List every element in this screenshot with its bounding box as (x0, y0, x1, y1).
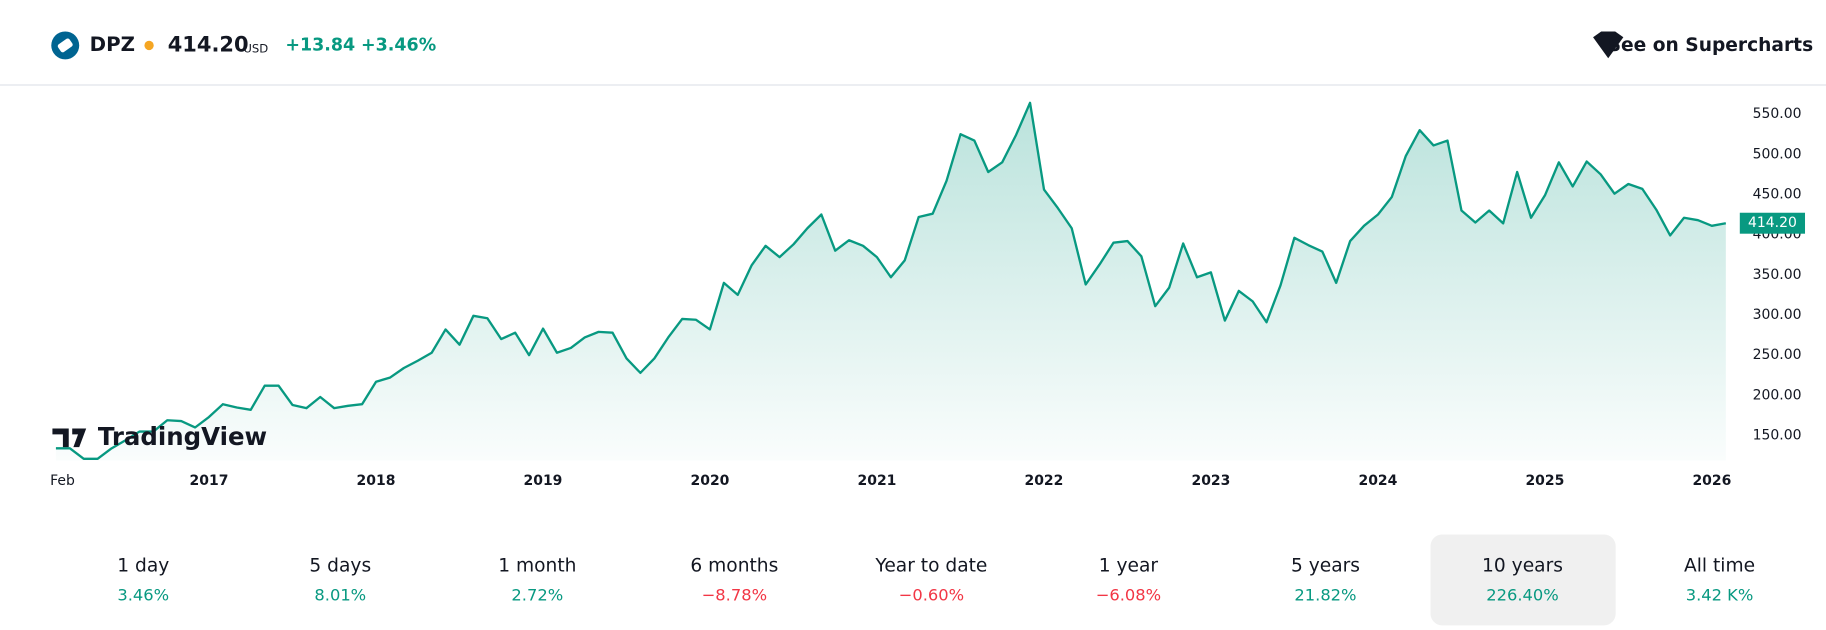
period-label[interactable]: 5 years (1291, 555, 1360, 576)
period-value[interactable]: 3.46% (117, 586, 169, 605)
button-label[interactable]: See on Supercharts (1608, 35, 1814, 56)
period-value[interactable]: −0.60% (899, 586, 964, 605)
period-value[interactable]: 21.82% (1294, 586, 1356, 605)
period-value[interactable]: −8.78% (702, 586, 767, 605)
period-tab[interactable]: 6 months −8.78% (690, 555, 778, 604)
period-tab[interactable]: 1 day 3.46% (117, 555, 169, 604)
watermark-logo (52, 428, 87, 448)
price: 414.20 (168, 32, 249, 56)
x-tick-label: Feb (50, 473, 75, 489)
last-price-label: 414.20 (1748, 215, 1797, 231)
x-tick-label: 2019 (524, 473, 563, 489)
currency: USD (243, 41, 268, 55)
periods: 1 day 3.46% 5 days 8.01% 1 month 2.72% 6 month… (117, 534, 1755, 626)
last-price-tag (1739, 212, 1806, 234)
period-tab[interactable]: 1 month 2.72% (498, 555, 576, 604)
period-value[interactable]: 8.01% (314, 586, 366, 605)
period-label[interactable]: 10 years (1482, 555, 1563, 576)
y-tick-label: 250.00 (1753, 347, 1802, 363)
period-label[interactable]: All time (1684, 555, 1755, 576)
period-tab[interactable]: Year to date −0.60% (874, 555, 987, 604)
y-tick-label: 500.00 (1753, 146, 1802, 162)
symbol: DPZ (90, 33, 135, 56)
area (55, 102, 1726, 461)
header: DPZ 414.20 USD +13.84 +3.46% See on Supe… (0, 31, 1826, 86)
period-label[interactable]: 1 day (117, 555, 169, 576)
period-label[interactable]: Year to date (874, 555, 987, 576)
period-tab[interactable]: 5 days 8.01% (309, 555, 371, 604)
watermark: TradingView (52, 422, 267, 451)
x-tick-label: 2021 (858, 473, 897, 489)
price-line (55, 101, 1727, 460)
plot: 150.00200.00250.00300.00350.00400.00450.… (50, 101, 1806, 489)
period-tab[interactable]: 5 years 21.82% (1291, 555, 1360, 604)
y-tick-label: 200.00 (1753, 387, 1802, 403)
x-tick-label: 2020 (691, 473, 730, 489)
period-tab[interactable]: All time 3.42 K% (1684, 555, 1755, 604)
x-tick-label: 2023 (1191, 473, 1230, 489)
button-icon (1593, 31, 1624, 59)
change-pct: +3.46% (361, 35, 436, 55)
y-tick-label: 350.00 (1753, 267, 1802, 283)
y-tick-label: 550.00 (1753, 106, 1802, 122)
period-value[interactable]: 2.72% (511, 586, 563, 605)
y-tick-label: 300.00 (1753, 307, 1802, 323)
logo-mark (57, 38, 73, 53)
period-label[interactable]: 6 months (690, 555, 778, 576)
y-tick-label: 150.00 (1753, 428, 1802, 444)
period-selected-bg (1430, 534, 1616, 626)
period-label[interactable]: 1 year (1099, 555, 1159, 576)
x-tick-label: 2026 (1692, 473, 1731, 489)
period-tab[interactable]: 1 year −6.08% (1096, 555, 1161, 604)
supercharts-button[interactable]: See on Supercharts (1593, 31, 1814, 59)
watermark-text: TradingView (98, 422, 267, 451)
x-tick-label: 2025 (1525, 473, 1564, 489)
period-tab[interactable]: 10 years 226.40% (1430, 534, 1616, 626)
x-tick-label: 2017 (190, 473, 229, 489)
x-tick-label: 2024 (1358, 473, 1397, 489)
x-tick-label: 2022 (1025, 473, 1064, 489)
period-label[interactable]: 1 month (498, 555, 576, 576)
period-value[interactable]: 3.42 K% (1686, 586, 1754, 605)
period-label[interactable]: 5 days (309, 555, 371, 576)
y-tick-label: 450.00 (1753, 186, 1802, 202)
session-icon (144, 40, 154, 51)
period-value[interactable]: −6.08% (1096, 586, 1161, 605)
period-value[interactable]: 226.40% (1486, 586, 1559, 605)
x-tick-label: 2018 (357, 473, 396, 489)
change: +13.84 (285, 35, 355, 55)
